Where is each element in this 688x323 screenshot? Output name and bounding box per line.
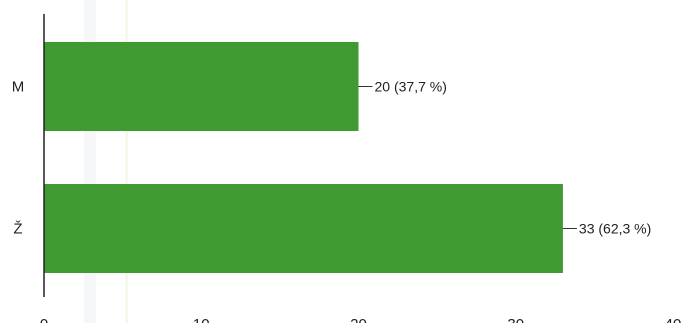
data-label: 33 (62,3 %) — [579, 221, 651, 237]
x-tick-label: 10 — [193, 316, 210, 323]
bar-m — [44, 42, 359, 131]
bar-z — [44, 184, 563, 273]
category-label: Ž — [13, 221, 22, 238]
leaders-layer — [358, 86, 577, 229]
x-tick-label: 40 — [665, 316, 682, 323]
x-tick-label: 20 — [350, 316, 367, 323]
labels-layer: M 20 (37,7 %) Ž 33 (62,3 %) — [12, 79, 652, 238]
bars-layer — [44, 42, 563, 273]
data-label: 20 (37,7 %) — [375, 79, 447, 95]
x-tick-label: 30 — [507, 316, 524, 323]
x-tick-label: 0 — [40, 316, 48, 323]
category-label: M — [12, 79, 25, 96]
scan-artifact-line — [125, 0, 128, 323]
ticks-layer: 0 10 20 30 40 — [40, 316, 682, 323]
